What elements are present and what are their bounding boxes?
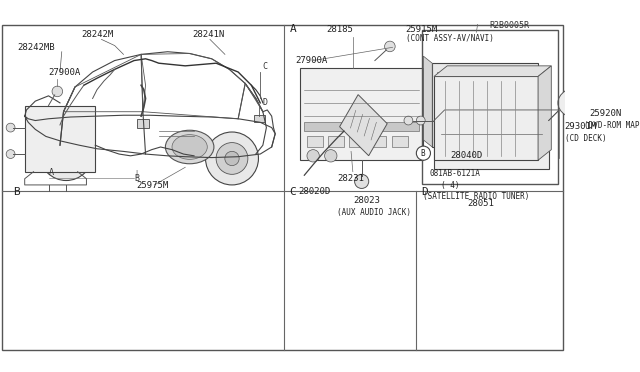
Text: D: D <box>263 98 268 107</box>
Circle shape <box>307 150 319 162</box>
Text: ( 4): ( 4) <box>441 180 460 190</box>
Text: (SATELLITE RADIO TUNER): (SATELLITE RADIO TUNER) <box>424 192 530 201</box>
Bar <box>422 30 558 184</box>
Text: 28051: 28051 <box>467 199 494 208</box>
Text: A: A <box>289 24 296 34</box>
Polygon shape <box>538 66 551 160</box>
Polygon shape <box>424 56 432 147</box>
Text: 28185: 28185 <box>326 25 353 34</box>
Text: B: B <box>134 173 139 183</box>
Text: 25915M: 25915M <box>406 25 438 34</box>
Text: B: B <box>13 187 20 197</box>
Circle shape <box>59 147 74 161</box>
Circle shape <box>417 146 431 160</box>
Polygon shape <box>340 94 387 156</box>
Circle shape <box>417 116 425 125</box>
Circle shape <box>40 128 93 180</box>
Text: 28023: 28023 <box>353 196 380 205</box>
Circle shape <box>355 174 369 189</box>
Polygon shape <box>434 66 551 76</box>
Bar <box>25 106 95 172</box>
Bar <box>304 122 419 131</box>
Bar <box>137 119 149 128</box>
Bar <box>371 137 387 147</box>
Text: 27900A: 27900A <box>49 68 81 77</box>
Circle shape <box>6 123 15 132</box>
Circle shape <box>385 41 395 52</box>
Text: B: B <box>420 149 426 158</box>
Text: R2B0005R: R2B0005R <box>490 21 529 30</box>
Circle shape <box>576 97 588 109</box>
Text: 28241N: 28241N <box>192 30 225 39</box>
Text: |: | <box>134 170 138 177</box>
Bar <box>436 72 534 142</box>
Circle shape <box>52 86 63 97</box>
Circle shape <box>442 146 452 157</box>
Circle shape <box>324 150 337 162</box>
Bar <box>307 137 323 147</box>
Bar <box>349 137 365 147</box>
Text: A: A <box>49 168 54 177</box>
Bar <box>432 63 538 147</box>
Ellipse shape <box>172 135 207 159</box>
Bar <box>434 76 538 160</box>
Text: 28231: 28231 <box>337 173 364 183</box>
Text: C: C <box>263 62 268 71</box>
Text: 29301M: 29301M <box>564 122 596 131</box>
Bar <box>434 121 548 169</box>
Text: 28242M: 28242M <box>81 30 113 39</box>
Text: D: D <box>422 187 428 197</box>
Text: 28020D: 28020D <box>298 187 330 196</box>
Bar <box>328 137 344 147</box>
Text: 25920N: 25920N <box>589 109 621 118</box>
Circle shape <box>216 142 248 174</box>
Text: 28040D: 28040D <box>450 151 482 160</box>
Circle shape <box>404 116 413 125</box>
Bar <box>254 115 264 122</box>
Text: (CD DECK): (CD DECK) <box>564 134 606 143</box>
Text: (AUX AUDIO JACK): (AUX AUDIO JACK) <box>337 208 411 217</box>
Text: (DVD-ROM MAP): (DVD-ROM MAP) <box>584 121 640 129</box>
Text: 28242MB: 28242MB <box>18 43 55 52</box>
Text: 081AB-6121A: 081AB-6121A <box>429 169 481 178</box>
Circle shape <box>51 138 82 170</box>
Text: 27900A: 27900A <box>296 56 328 65</box>
Ellipse shape <box>558 86 607 120</box>
Circle shape <box>6 150 15 158</box>
Bar <box>300 68 424 160</box>
Ellipse shape <box>165 130 214 164</box>
Text: 25975M: 25975M <box>137 180 169 190</box>
Bar <box>392 137 408 147</box>
Circle shape <box>205 132 259 185</box>
Text: C: C <box>289 187 296 197</box>
Text: (CONT ASSY-AV/NAVI): (CONT ASSY-AV/NAVI) <box>406 34 493 43</box>
Circle shape <box>225 151 239 166</box>
